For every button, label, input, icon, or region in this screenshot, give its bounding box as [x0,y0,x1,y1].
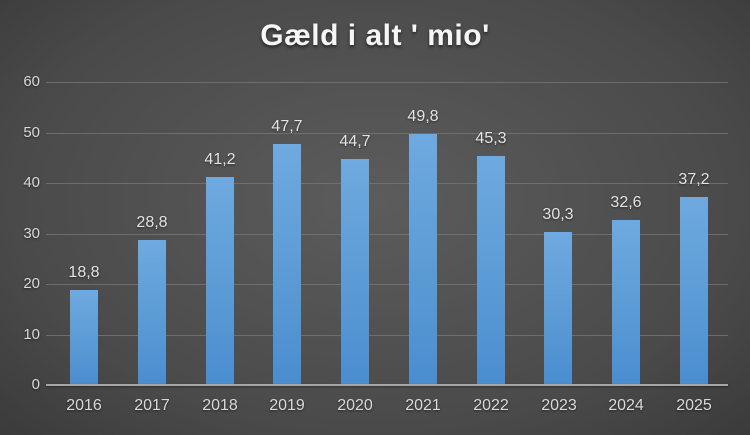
bar-value-label: 44,7 [339,133,371,150]
bar-2023 [544,232,572,385]
gridline-30 [46,234,728,235]
x-axis-category-label: 2024 [608,397,644,414]
gridline-40 [46,183,728,184]
bar-2025 [680,197,708,385]
x-axis-category-label: 2019 [269,397,305,414]
y-axis-tick-label: 0 [31,376,40,393]
gridline-60 [46,82,728,83]
bar-value-label: 18,8 [68,264,100,281]
bar-value-label: 49,8 [407,108,439,125]
bar-value-label: 28,8 [136,214,168,231]
bar-value-label: 47,7 [271,118,303,135]
bar-value-label: 30,3 [542,206,574,223]
bar-2024 [612,220,640,385]
x-axis-category-label: 2021 [405,397,441,414]
y-axis-tick-label: 10 [23,326,40,343]
x-axis-category-label: 2023 [541,397,577,414]
bar-2019 [273,144,301,385]
bar-2016 [70,290,98,385]
y-axis-tick-label: 40 [23,174,40,191]
bar-value-label: 45,3 [475,130,507,147]
x-axis-line [46,384,728,386]
gridline-50 [46,133,728,134]
bar-2017 [138,240,166,385]
bar-2018 [206,177,234,385]
bar-2021 [409,134,437,385]
chart-title: Gæld i alt ' mio' [260,19,490,52]
y-axis-tick-label: 30 [23,225,40,242]
bar-value-label: 37,2 [678,171,710,188]
gridline-20 [46,284,728,285]
x-axis-category-label: 2020 [337,397,373,414]
x-axis-category-label: 2018 [202,397,238,414]
y-axis-tick-label: 60 [23,73,40,90]
x-axis-category-label: 2017 [134,397,170,414]
x-axis-category-label: 2016 [66,397,102,414]
x-axis-category-label: 2025 [676,397,712,414]
gridline-10 [46,335,728,336]
bar-value-label: 41,2 [204,151,236,168]
bar-2020 [341,159,369,385]
bar-value-label: 32,6 [610,194,642,211]
x-axis-category-label: 2022 [473,397,509,414]
y-axis-tick-label: 50 [23,124,40,141]
bar-2022 [477,156,505,385]
y-axis-tick-label: 20 [23,275,40,292]
